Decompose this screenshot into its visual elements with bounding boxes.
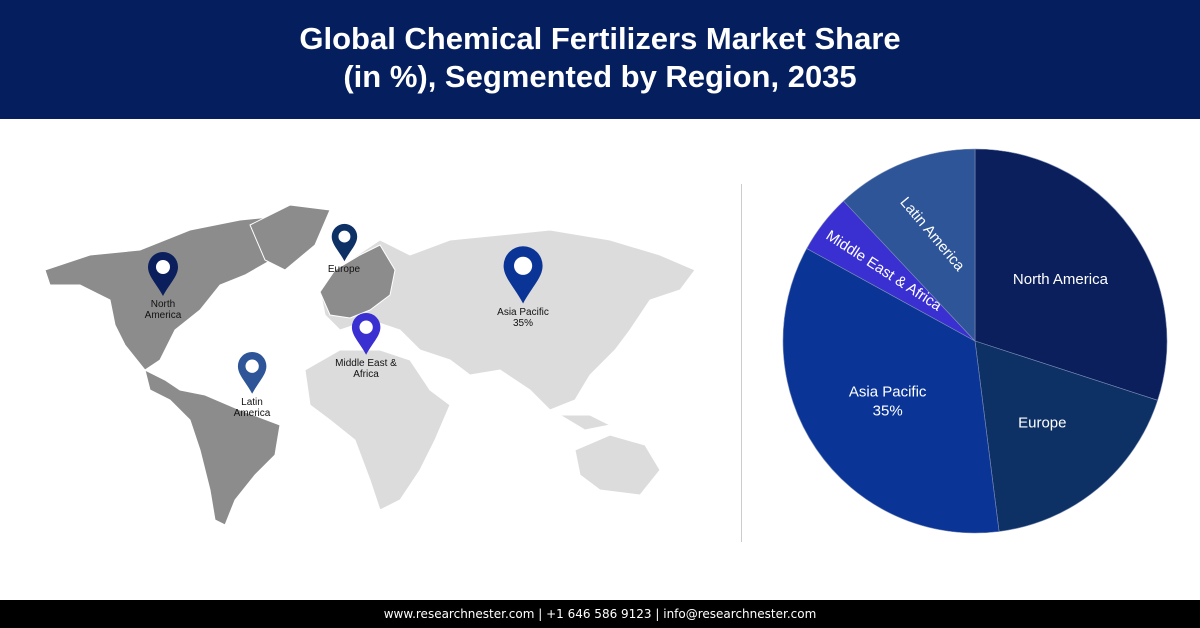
pie-slice-north-america (974, 148, 1168, 401)
map-pin-icon (503, 246, 543, 304)
pie-label-text: North America (1013, 271, 1109, 288)
pin-label-line: America (144, 310, 182, 321)
pie-slice-asia-pacific (782, 248, 1000, 534)
pie-label: North America (1013, 271, 1109, 288)
pie-slice-europe (974, 340, 1158, 532)
map-pin-icon (237, 352, 267, 395)
highlighted-regions (44, 204, 396, 526)
map-pin-label: Asia Pacific 35% (478, 307, 568, 329)
pie-label: Europe (1018, 414, 1066, 431)
pin-label-line: Middle East & (335, 358, 397, 369)
map-pin-label: Europe (299, 264, 389, 275)
pie-label-text: Asia Pacific (849, 383, 927, 400)
pie-slice-latin-america (843, 148, 976, 342)
header-banner: Global Chemical Fertilizers Market Share… (0, 0, 1200, 119)
map-pin-icon (351, 313, 381, 356)
divider (741, 184, 742, 542)
title-line-1: Global Chemical Fertilizers Market Share (299, 21, 901, 56)
title-line-2: (in %), Segmented by Region, 2035 (343, 59, 857, 94)
pin-label-line: North (150, 299, 176, 310)
map-pin-icon (148, 252, 178, 296)
map-pin-label: Middle East & Africa (321, 358, 411, 380)
world-map (44, 204, 696, 526)
footer-contact: www.researchnester.com | +1 646 586 9123… (0, 600, 1200, 628)
map-pin-icon (331, 223, 357, 262)
pin-label-line: Asia Pacific (497, 307, 549, 318)
pin-label-line: Africa (353, 369, 379, 380)
world-landmass (304, 229, 696, 511)
pie-label: Asia Pacific 35% (849, 383, 927, 419)
pin-label-line: America (233, 408, 271, 419)
map-pin-label: North America (118, 299, 208, 321)
pin-label-line: Europe (327, 264, 361, 275)
pie-label-text: Europe (1018, 414, 1066, 431)
map-pin-label: Latin America (207, 397, 297, 419)
pie-value-label: 35% (873, 402, 903, 419)
pin-label-line: 35% (512, 318, 533, 329)
pin-label-line: Latin (241, 397, 263, 408)
